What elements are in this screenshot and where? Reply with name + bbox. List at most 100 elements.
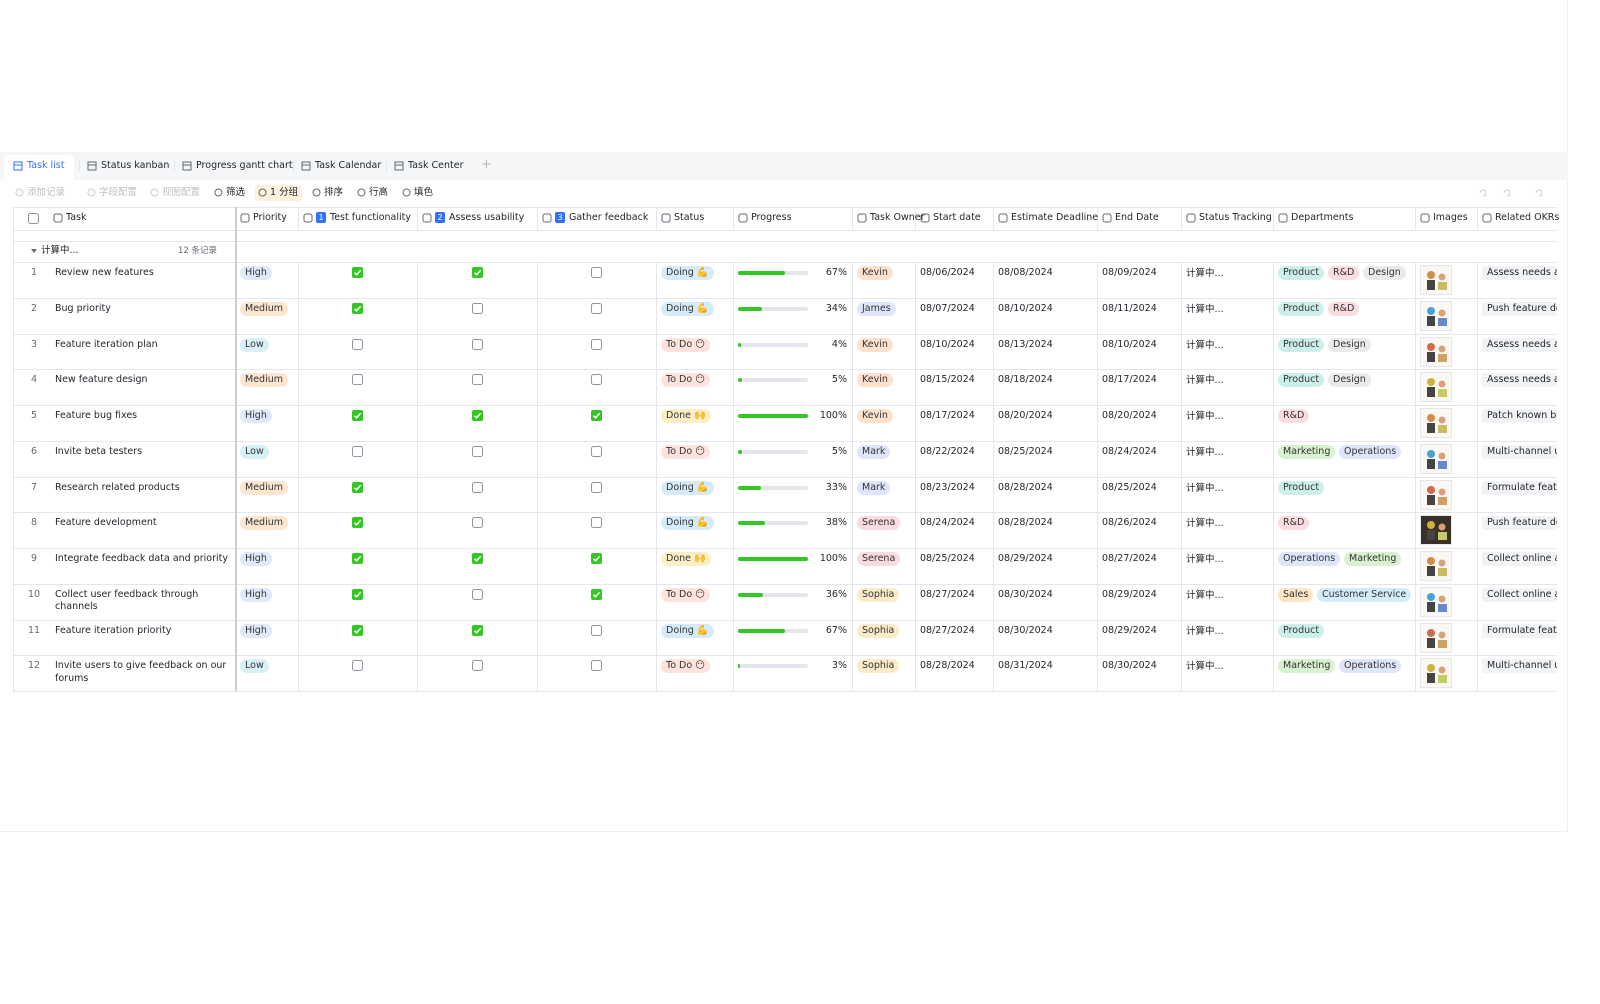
thumbnail[interactable] bbox=[1420, 551, 1452, 581]
column-header[interactable]: Assess usability bbox=[449, 212, 525, 223]
task-name[interactable]: Research related products bbox=[55, 481, 180, 493]
okr-link[interactable]: Formulate feature bbox=[1482, 623, 1557, 638]
task-checkbox[interactable] bbox=[352, 517, 363, 529]
toolbar-button[interactable]: 填色 bbox=[414, 187, 434, 198]
column-header[interactable]: Departments bbox=[1291, 212, 1354, 223]
task-checkbox[interactable] bbox=[471, 481, 483, 493]
task-checkbox[interactable] bbox=[471, 410, 483, 421]
task-name[interactable]: Review new features bbox=[55, 267, 154, 278]
toolbar-button[interactable]: 添加记录 bbox=[27, 187, 66, 198]
toolbar-button[interactable]: 视图配置 bbox=[162, 187, 201, 198]
task-checkbox[interactable] bbox=[352, 410, 363, 421]
okr-link[interactable]: Assess needs and bbox=[1482, 373, 1557, 388]
task-checkbox[interactable] bbox=[352, 445, 363, 457]
column-header[interactable]: Priority bbox=[253, 212, 287, 223]
toolbar-button[interactable]: 字段配置 bbox=[99, 187, 138, 198]
task-checkbox[interactable] bbox=[591, 553, 602, 564]
toolbar-button[interactable]: 筛选 bbox=[226, 187, 246, 198]
select-all-checkbox[interactable] bbox=[28, 213, 39, 224]
thumbnail[interactable] bbox=[1420, 265, 1452, 295]
thumbnail[interactable] bbox=[1420, 372, 1452, 403]
thumbnail[interactable] bbox=[1420, 336, 1452, 367]
task-checkbox[interactable] bbox=[591, 267, 602, 278]
task-checkbox[interactable] bbox=[471, 517, 483, 529]
task-checkbox[interactable] bbox=[591, 588, 602, 600]
task-name[interactable]: Feature iteration plan bbox=[55, 338, 158, 350]
task-checkbox[interactable] bbox=[471, 445, 483, 457]
toolbar-button[interactable]: 行高 bbox=[369, 187, 389, 198]
task-checkbox[interactable] bbox=[471, 267, 483, 278]
task-checkbox[interactable] bbox=[352, 660, 363, 672]
okr-link[interactable]: Push feature dev bbox=[1482, 301, 1557, 316]
thumbnail[interactable] bbox=[1420, 658, 1452, 689]
thumbnail[interactable] bbox=[1420, 622, 1452, 653]
task-checkbox[interactable] bbox=[352, 588, 363, 600]
task-checkbox[interactable] bbox=[591, 338, 602, 350]
task-checkbox[interactable] bbox=[591, 624, 602, 636]
okr-link[interactable]: Collect online and bbox=[1482, 552, 1557, 566]
task-name[interactable]: Integrate feedback data and priority bbox=[55, 553, 228, 564]
column-header[interactable]: Gather feedback bbox=[569, 212, 649, 223]
task-checkbox[interactable] bbox=[591, 517, 602, 529]
task-checkbox[interactable] bbox=[352, 302, 363, 314]
task-checkbox[interactable] bbox=[591, 410, 602, 421]
okr-link[interactable]: Formulate feature bbox=[1482, 480, 1557, 495]
tab[interactable]: Status kanban bbox=[101, 160, 170, 171]
task-name[interactable]: Invite beta testers bbox=[55, 445, 143, 457]
task-checkbox[interactable] bbox=[471, 374, 483, 386]
column-header[interactable]: Start date bbox=[933, 212, 981, 223]
task-checkbox[interactable] bbox=[471, 338, 483, 350]
tab[interactable]: Task Calendar bbox=[315, 160, 382, 171]
task-name[interactable]: Feature bug fixes bbox=[55, 410, 138, 421]
task-checkbox[interactable] bbox=[352, 338, 363, 350]
group-toggle[interactable] bbox=[31, 249, 37, 253]
task-checkbox[interactable] bbox=[471, 660, 483, 672]
thumbnail[interactable] bbox=[1420, 300, 1452, 331]
task-name[interactable]: Feature development bbox=[55, 517, 157, 529]
thumbnail[interactable] bbox=[1420, 408, 1452, 438]
task-checkbox[interactable] bbox=[471, 553, 483, 564]
task-checkbox[interactable] bbox=[471, 588, 483, 600]
tab[interactable]: Task Center bbox=[408, 160, 464, 171]
column-header[interactable]: Status bbox=[674, 212, 705, 223]
add-tab[interactable]: + bbox=[481, 157, 492, 172]
okr-link[interactable]: Push feature dev bbox=[1482, 516, 1557, 531]
okr-link[interactable]: Assess needs and bbox=[1482, 337, 1557, 352]
column-header[interactable]: Progress bbox=[751, 212, 792, 223]
tab[interactable]: Progress gantt chart bbox=[196, 160, 293, 171]
task-checkbox[interactable] bbox=[352, 481, 363, 493]
okr-link[interactable]: Collect online and bbox=[1482, 587, 1557, 602]
column-header[interactable]: Task Owner bbox=[870, 212, 925, 223]
task-checkbox[interactable] bbox=[591, 481, 602, 493]
task-checkbox[interactable] bbox=[591, 374, 602, 386]
okr-link[interactable]: Assess needs and bbox=[1482, 266, 1557, 280]
task-checkbox[interactable] bbox=[591, 445, 602, 457]
task-name[interactable]: Feature iteration priority bbox=[55, 624, 172, 636]
toolbar-button[interactable]: 排序 bbox=[324, 187, 344, 198]
task-checkbox[interactable] bbox=[591, 660, 602, 672]
column-header[interactable]: Test functionality bbox=[330, 212, 411, 223]
task-checkbox[interactable] bbox=[352, 624, 363, 636]
task-name[interactable]: Bug priority bbox=[55, 302, 111, 314]
toolbar-right-icon[interactable] bbox=[1534, 188, 1544, 198]
column-header[interactable]: Task bbox=[66, 212, 87, 223]
thumbnail[interactable] bbox=[1420, 479, 1452, 510]
toolbar-right-icon[interactable] bbox=[1502, 188, 1512, 198]
tab[interactable]: Task list bbox=[27, 160, 65, 171]
column-header[interactable]: End Date bbox=[1115, 212, 1159, 223]
task-checkbox[interactable] bbox=[591, 302, 602, 314]
column-header[interactable]: Images bbox=[1433, 212, 1468, 223]
toolbar-button[interactable]: 1 分组 bbox=[270, 187, 299, 198]
thumbnail[interactable] bbox=[1420, 586, 1452, 617]
okr-link[interactable]: Patch known bug bbox=[1482, 409, 1557, 423]
column-header[interactable]: Related OKRs bbox=[1495, 212, 1560, 223]
task-checkbox[interactable] bbox=[352, 267, 363, 278]
task-name[interactable]: Collect user feedback through channels bbox=[55, 588, 199, 613]
okr-link[interactable]: Multi-channel use bbox=[1482, 444, 1557, 459]
task-checkbox[interactable] bbox=[352, 553, 363, 564]
toolbar-right-icon[interactable] bbox=[1478, 188, 1488, 198]
task-checkbox[interactable] bbox=[352, 374, 363, 386]
thumbnail[interactable] bbox=[1420, 515, 1452, 546]
column-header[interactable]: Status Tracking bbox=[1199, 212, 1272, 223]
thumbnail[interactable] bbox=[1420, 443, 1452, 474]
